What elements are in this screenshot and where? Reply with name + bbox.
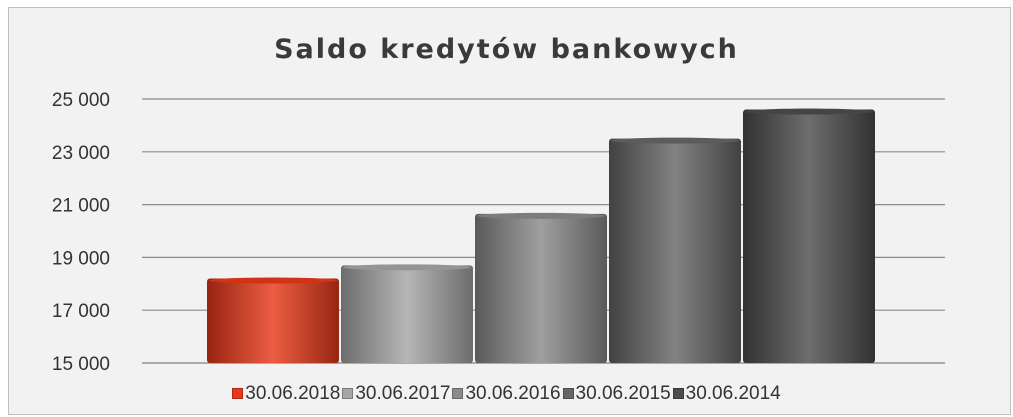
chart-legend: 30.06.2018 30.06.2017 30.06.2016 30.06.2015… — [0, 383, 1013, 405]
bar — [207, 278, 339, 363]
y-tick-label: 19 000 — [52, 248, 110, 269]
y-axis-labels: 15 000 17 000 19 000 21 000 23 000 25 000 — [52, 90, 110, 375]
bar-top — [611, 137, 739, 144]
bar-top — [209, 277, 337, 284]
legend-swatch — [562, 388, 574, 399]
legend-label: 30.06.2014 — [685, 383, 781, 404]
legend-label: 30.06.2018 — [245, 383, 341, 404]
legend-label: 30.06.2016 — [465, 383, 561, 404]
bars — [207, 108, 875, 363]
legend-item: 30.06.2014 — [672, 383, 781, 405]
y-tick-label: 15 000 — [52, 354, 110, 375]
legend-swatch — [452, 388, 464, 399]
y-tick-label: 25 000 — [52, 90, 110, 111]
bar — [609, 138, 741, 363]
legend-label: 30.06.2015 — [575, 383, 671, 404]
y-tick-label: 23 000 — [52, 143, 110, 164]
legend-swatch — [232, 388, 244, 399]
chart-title: Saldo kredytów bankowych — [274, 34, 739, 65]
y-tick-label: 21 000 — [52, 196, 110, 217]
legend-swatch — [672, 388, 684, 399]
bar-top — [477, 212, 605, 219]
legend-item: 30.06.2017 — [342, 383, 450, 405]
bar — [743, 109, 875, 363]
bar-top — [745, 108, 873, 115]
legend-label: 30.06.2017 — [355, 383, 451, 404]
legend-item: 30.06.2015 — [562, 383, 671, 405]
legend-item: 30.06.2018 — [232, 383, 340, 405]
bar-top — [343, 264, 471, 271]
legend-swatch — [342, 388, 354, 399]
bar — [341, 265, 473, 363]
legend-item: 30.06.2016 — [452, 383, 561, 405]
bar — [475, 213, 607, 363]
y-tick-label: 17 000 — [52, 301, 110, 322]
